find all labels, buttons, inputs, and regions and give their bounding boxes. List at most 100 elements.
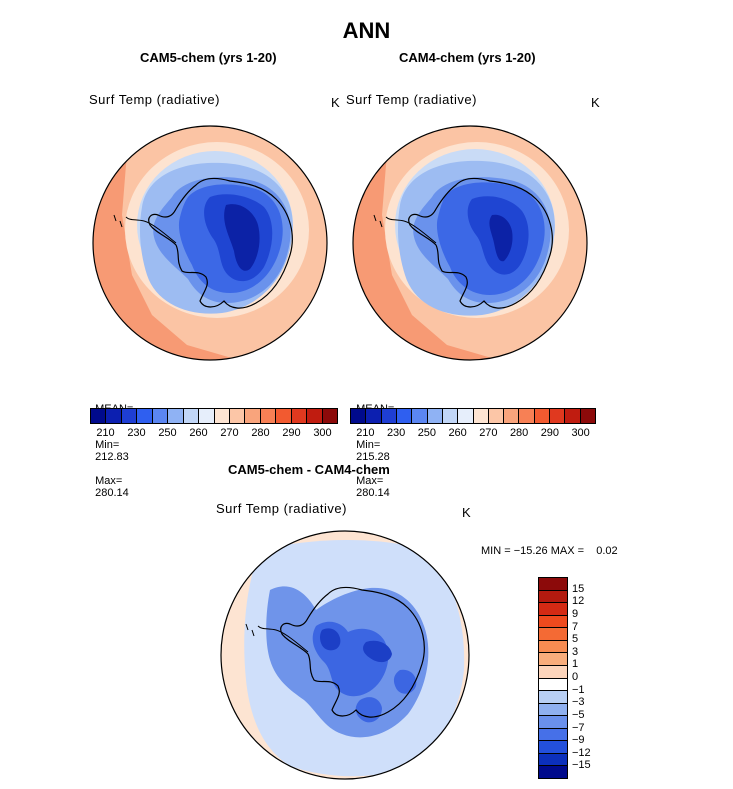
diff-units: K (462, 505, 472, 520)
panel1-max-label: Max= (95, 475, 123, 487)
diff-colorbar-swatch (539, 741, 567, 754)
panel1-colorbar-swatch (307, 409, 323, 423)
panel2-colorbar-tick: 290 (540, 427, 560, 439)
panel1-colorbar-tick: 260 (189, 427, 208, 439)
diff-title: CAM5-chem - CAM4-chem (228, 462, 390, 477)
panel1-ocean-far (93, 126, 242, 360)
panel1-colorbar-swatch (183, 409, 200, 423)
diff-islands (245, 623, 255, 637)
panel2-polar-map (352, 125, 588, 361)
panel1-colorbar-tick: 300 (313, 427, 332, 439)
panel1-min: 212.83 (95, 451, 129, 463)
diff-colorbar-label: −15 (572, 759, 591, 772)
diff-cold-e (355, 697, 382, 723)
panel2-colorbar-swatch (519, 409, 535, 423)
diff-colorbar-label: −3 (572, 696, 585, 709)
panel1-colorbar-swatch (291, 409, 308, 423)
panel2-colorbar-tick: 210 (356, 427, 375, 439)
panel1-colorbar-swatches (90, 408, 338, 424)
diff-colorbar-swatch (539, 703, 567, 717)
panel2-plateau-inner (489, 214, 513, 262)
panel1-colorbar (90, 408, 338, 424)
panel1-colorbar-swatch (168, 409, 184, 423)
panel1-min-label: Min= (95, 439, 120, 451)
diff-colorbar-label: −9 (572, 734, 585, 747)
panel2-units: K (591, 95, 601, 110)
panel1-colorbar-swatch (260, 409, 277, 423)
panel1-colorbar-tick: 290 (282, 427, 301, 439)
diff-coastline (280, 586, 425, 718)
panel2-colorbar-tick: 230 (386, 427, 406, 439)
panel2-colorbar-swatch (458, 409, 474, 423)
diff-colorbar-swatch (539, 590, 567, 604)
panel1-units: K (331, 95, 341, 110)
diff-cold-d (363, 640, 392, 663)
panel2-colorbar-ticks: 210 230 250 260 270 280 290 300 (350, 427, 596, 441)
panel2-colorbar-swatch (396, 409, 413, 423)
panel1-colorbar-swatch (152, 409, 169, 423)
panel1-max: 280.14 (95, 487, 129, 499)
panel2-title: CAM4-chem (yrs 1-20) (399, 50, 536, 65)
diff-variable-label: Surf Temp (radiative) (216, 501, 347, 516)
panel2-colorbar-swatch (412, 409, 428, 423)
panel2-colorbar-tick: 250 (417, 427, 437, 439)
panel2-colorbar-swatch (351, 409, 367, 423)
panel1-polar-map (92, 125, 328, 361)
panel2-coastline (408, 177, 553, 309)
diff-colorbar-label: −1 (572, 683, 585, 696)
panel2-colorbar-swatch (504, 409, 520, 423)
panel1-variable-label: Surf Temp (radiative) (89, 92, 220, 107)
panel1-peninsula (125, 216, 177, 244)
diff-colorbar-label: 0 (572, 671, 579, 683)
diff-colorbar-swatches (538, 577, 568, 779)
diff-colorbar-label: −5 (572, 708, 585, 721)
panel1-coastline (148, 177, 293, 309)
panel2-colorbar-swatch (580, 409, 595, 423)
diff-colorbar-swatch (539, 728, 567, 742)
panel2-variable-label: Surf Temp (radiative) (346, 92, 477, 107)
diff-peninsula (257, 625, 309, 653)
panel2-colorbar-swatch (565, 409, 581, 423)
panel1-colorbar-swatch (276, 409, 292, 423)
diff-colorbar-swatch (539, 603, 567, 616)
panel1-colorbar-ticks: 210 230 250 260 270 280 290 300 (90, 427, 338, 441)
diff-polar-map (220, 530, 470, 780)
diff-colorbar-swatch (539, 678, 567, 692)
diff-colorbar-label: 15 (572, 582, 585, 595)
diff-colorbar-label: 5 (572, 633, 579, 646)
panel2-colorbar-tick: 300 (571, 427, 590, 439)
panel2-max: 280.14 (356, 487, 390, 499)
diff-colorbar-label: 7 (572, 620, 579, 633)
diff-colorbar-swatch (539, 578, 567, 591)
panel1-plateau-inner (224, 204, 260, 271)
diff-colorbar-swatch (539, 766, 567, 778)
diff-colorbar-swatch (539, 665, 567, 679)
diff-cold-f (393, 669, 417, 694)
diff-colorbar-swatch (539, 691, 567, 704)
panel1-title: CAM5-chem (yrs 1-20) (140, 50, 277, 65)
panel1-colorbar-tick: 270 (220, 427, 239, 439)
diff-colorbar-label: −12 (572, 746, 591, 759)
panel2-min: 215.28 (356, 451, 390, 463)
panel2-colorbar-tick: 270 (479, 427, 498, 439)
panel2-colorbar-swatch (381, 409, 397, 423)
panel2-min-label: Min= (356, 439, 381, 451)
diff-colorbar-swatch (539, 716, 567, 729)
panel1-colorbar-swatch (106, 409, 122, 423)
diff-colorbar-label: −7 (572, 721, 585, 734)
diff-colorbar-swatch (539, 640, 567, 654)
panel2-colorbar-swatch (534, 409, 551, 423)
panel2-colorbar-swatch (366, 409, 382, 423)
panel1-colorbar-swatch (137, 409, 153, 423)
panel1-islands (113, 214, 123, 228)
panel1-colorbar-tick: 280 (251, 427, 270, 439)
diff-colorbar-swatch (539, 615, 567, 629)
panel1-colorbar-tick: 210 (96, 427, 115, 439)
diff-colorbar (538, 577, 568, 779)
panel2-colorbar-swatch (473, 409, 489, 423)
panel2-islands (373, 214, 383, 228)
panel1-colorbar-tick: 250 (158, 427, 177, 439)
diff-colorbar-labels: 15 12 9 7 5 3 1 0 −1 −3 −5 −7 −9 −12 −15 (572, 577, 612, 779)
diff-cold-c (320, 628, 341, 651)
panel1-colorbar-swatch (245, 409, 261, 423)
